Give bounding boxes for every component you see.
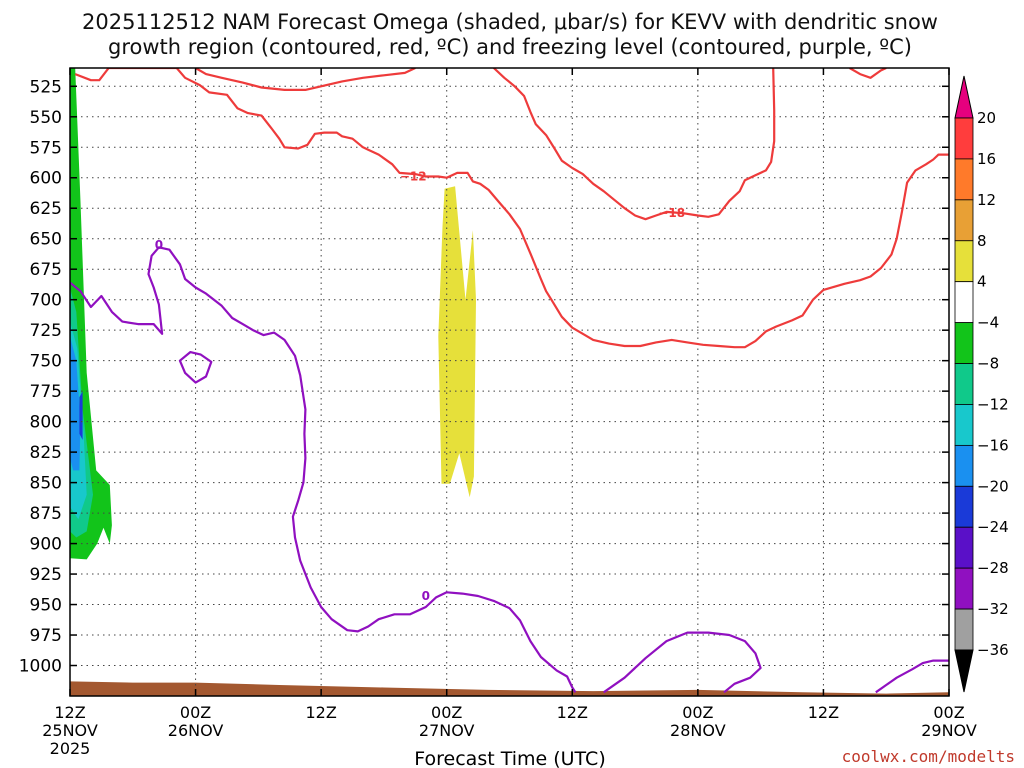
colorbar-label-3: 8 bbox=[977, 232, 987, 250]
freezing-label-lower: 0 bbox=[422, 589, 430, 603]
freezing-level-loop-small bbox=[178, 351, 213, 384]
colorbar-swatch-12 bbox=[954, 608, 974, 651]
colorbar-label-9: −20 bbox=[977, 477, 1009, 495]
colorbar-swatch-11 bbox=[954, 567, 974, 610]
chart-title-line2: growth region (contoured, red, ºC) and f… bbox=[108, 35, 912, 59]
colorbar-label-6: −8 bbox=[977, 355, 999, 373]
colorbar-top-cap bbox=[954, 75, 974, 119]
credit-text: coolwx.com/modelts bbox=[842, 747, 1015, 766]
y-tick-label-1000: 1000 bbox=[19, 657, 62, 677]
y-tick-label-600: 600 bbox=[30, 169, 62, 189]
y-tick-label-725: 725 bbox=[30, 321, 62, 341]
y-tick-label-750: 750 bbox=[30, 352, 62, 372]
x-tick-label-12: 00Z bbox=[180, 703, 211, 722]
omega-shaded-regions bbox=[70, 68, 476, 560]
colorbar-label-1: 16 bbox=[977, 150, 996, 168]
y-tick-label-650: 650 bbox=[30, 230, 62, 250]
y-tick-label-950: 950 bbox=[30, 596, 62, 616]
y-tick-label-975: 975 bbox=[30, 626, 62, 646]
colorbar-label-5: −4 bbox=[977, 314, 999, 332]
freezing-label-upper: 0 bbox=[155, 238, 163, 252]
contour-label-minus12: −12 bbox=[400, 170, 427, 184]
colorbar-label-0: 20 bbox=[977, 109, 996, 127]
x-tick-label-84: 00Z bbox=[933, 703, 964, 722]
colorbar-label-4: 4 bbox=[977, 273, 987, 291]
terrain-ground bbox=[70, 681, 949, 696]
y-tick-label-900: 900 bbox=[30, 535, 62, 555]
colorbar-swatch-1 bbox=[954, 158, 974, 201]
contour-lines bbox=[70, 68, 949, 694]
x-tick-label-0: 12Z bbox=[54, 703, 85, 722]
contour-minus18-right-line bbox=[849, 68, 887, 79]
contour-minus18-line bbox=[493, 68, 776, 221]
y-tick-label-825: 825 bbox=[30, 443, 62, 463]
terrain-fill bbox=[70, 681, 949, 696]
colorbar-swatch-6 bbox=[954, 363, 974, 405]
colorbar: 20 16 12 8 4 −4 −8 −12 −16 −20 −24 −28 −32 −36 bbox=[954, 75, 1009, 693]
colorbar-swatch-0 bbox=[954, 117, 974, 160]
contour-minus18-top-line bbox=[195, 68, 416, 92]
x-tick-date-12: 26NOV bbox=[168, 721, 224, 740]
contour-minus12-line bbox=[74, 68, 949, 349]
x-tick-label-24: 12Z bbox=[305, 703, 336, 722]
colorbar-label-11: −28 bbox=[977, 559, 1009, 577]
freezing-level-right-line bbox=[875, 659, 949, 694]
colorbar-label-7: −12 bbox=[977, 395, 1009, 413]
y-tick-label-800: 800 bbox=[30, 413, 62, 433]
omega-region-deep-blue-core bbox=[79, 391, 83, 440]
colorbar-label-2: 12 bbox=[977, 191, 996, 209]
y-tick-label-675: 675 bbox=[30, 260, 62, 280]
y-tick-label-875: 875 bbox=[30, 504, 62, 524]
x-axis-label: Forecast Time (UTC) bbox=[414, 748, 605, 768]
y-tick-label-850: 850 bbox=[30, 474, 62, 494]
colorbar-swatch-3 bbox=[954, 240, 974, 283]
x-tick-date-60: 28NOV bbox=[670, 721, 726, 740]
x-tick-label-60: 00Z bbox=[682, 703, 713, 722]
colorbar-swatch-4 bbox=[954, 281, 974, 324]
contour-label-minus18: −18 bbox=[658, 206, 685, 220]
x-tick-year-0: 2025 bbox=[50, 739, 91, 758]
omega-region-blue-core bbox=[70, 336, 81, 471]
y-tick-label-925: 925 bbox=[30, 565, 62, 585]
colorbar-swatch-2 bbox=[954, 199, 974, 242]
y-tick-label-575: 575 bbox=[30, 138, 62, 158]
chart-title-line1: 2025112512 NAM Forecast Omega (shaded, μ… bbox=[82, 10, 938, 34]
x-tick-label-36: 00Z bbox=[431, 703, 462, 722]
freezing-level-line bbox=[70, 246, 577, 693]
colorbar-swatch-10 bbox=[954, 526, 974, 569]
colorbar-swatch-9 bbox=[954, 485, 974, 528]
colorbar-swatch-8 bbox=[954, 444, 974, 487]
x-tick-date-0: 25NOV bbox=[42, 721, 98, 740]
x-tick-date-36: 27NOV bbox=[419, 721, 475, 740]
grid-lines bbox=[69, 68, 950, 696]
colorbar-swatch-7 bbox=[954, 404, 974, 446]
omega-region-yellow-upward-band bbox=[438, 186, 476, 498]
x-tick-label-48: 12Z bbox=[557, 703, 588, 722]
colorbar-label-12: −32 bbox=[977, 600, 1009, 618]
y-tick-label-525: 525 bbox=[30, 77, 62, 97]
colorbar-label-8: −16 bbox=[977, 436, 1009, 454]
y-axis-ticks: 525 550 575 600 625 650 675 700 725 750 775 800 825 8… bbox=[19, 77, 949, 677]
y-tick-label-775: 775 bbox=[30, 382, 62, 402]
colorbar-label-13: −36 bbox=[977, 641, 1009, 659]
colorbar-label-10: −24 bbox=[977, 518, 1009, 536]
x-tick-label-72: 12Z bbox=[808, 703, 839, 722]
freezing-level-loop-bottom bbox=[603, 631, 762, 694]
y-tick-label-700: 700 bbox=[30, 291, 62, 311]
contour-labels: −12 −18 0 0 bbox=[155, 170, 685, 603]
x-tick-date-84: 29NOV bbox=[921, 721, 977, 740]
colorbar-swatch-5 bbox=[954, 322, 974, 364]
y-tick-label-625: 625 bbox=[30, 199, 62, 219]
colorbar-bottom-cap bbox=[954, 649, 974, 693]
y-tick-label-550: 550 bbox=[30, 108, 62, 128]
plot-frame bbox=[69, 67, 950, 697]
